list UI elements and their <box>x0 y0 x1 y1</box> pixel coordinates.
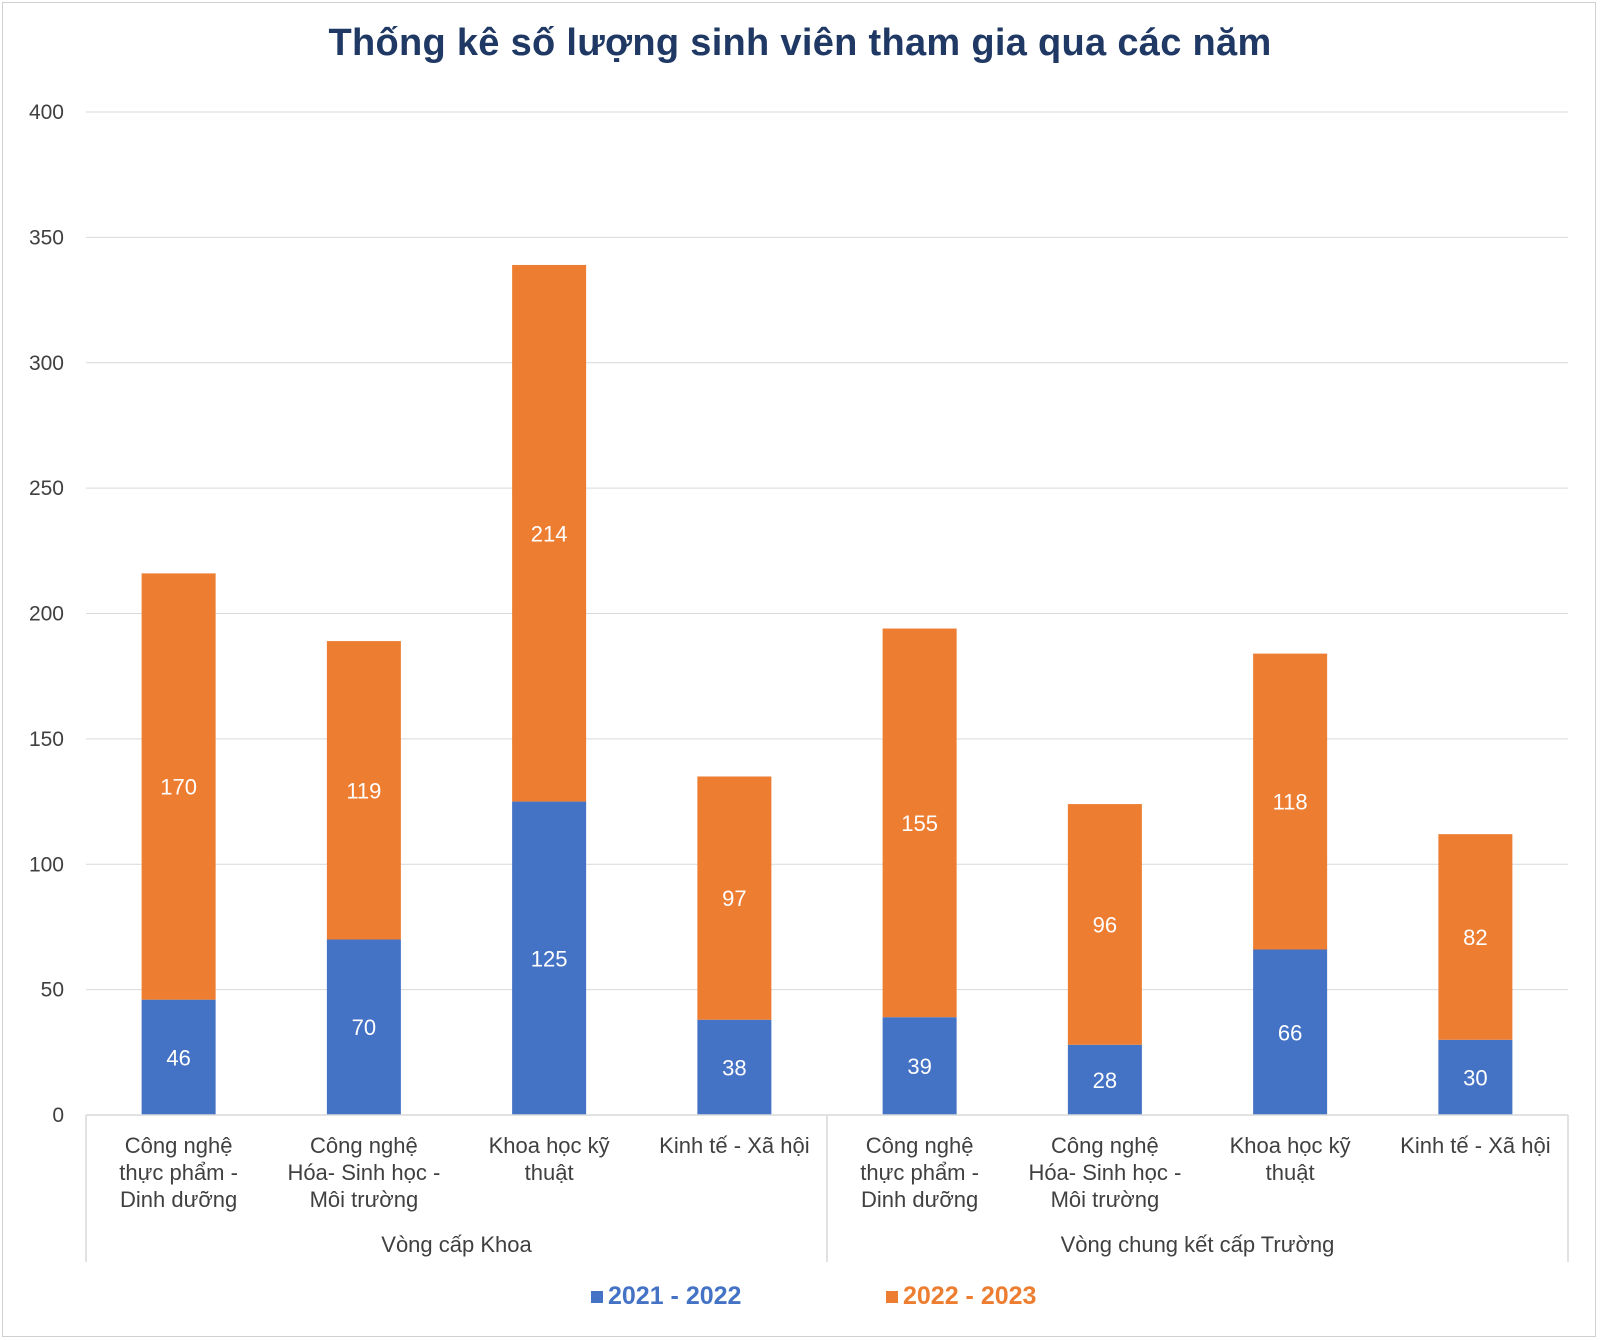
bar-2022-2023 <box>1438 834 1513 1040</box>
x-tick-label: thuật <box>525 1160 574 1185</box>
bar-2021-2022 <box>697 1019 772 1115</box>
data-label: 155 <box>901 811 938 836</box>
legend-item-2021-2022: 2021 - 2022 <box>591 1282 741 1311</box>
bar-2022-2023 <box>1067 804 1142 1045</box>
bar-2022-2023 <box>326 641 401 940</box>
y-tick-label: 350 <box>29 226 64 249</box>
bar-2022-2023 <box>1253 653 1328 950</box>
data-label: 30 <box>1463 1065 1487 1090</box>
bar-2021-2022 <box>1067 1044 1142 1115</box>
x-tick-label: thuật <box>1266 1160 1315 1185</box>
x-tick-label: Dinh dưỡng <box>120 1187 237 1212</box>
data-label: 214 <box>531 521 568 546</box>
bar-2021-2022 <box>512 801 587 1115</box>
x-tick-label: thực phẩm - <box>860 1160 979 1185</box>
y-tick-label: 200 <box>29 603 64 626</box>
data-label: 82 <box>1463 925 1487 950</box>
data-label: 66 <box>1278 1020 1302 1045</box>
x-tick-label: Công nghệ <box>866 1133 974 1158</box>
x-tick-label: Công nghệ <box>310 1133 418 1158</box>
bar-2021-2022 <box>1253 949 1328 1115</box>
data-label: 119 <box>346 778 381 803</box>
bar-2022-2023 <box>882 628 957 1018</box>
y-tick-label: 300 <box>29 352 64 375</box>
x-group-label: Vòng cấp Khoa <box>381 1232 532 1257</box>
data-label: 70 <box>352 1015 376 1040</box>
data-label: 97 <box>722 886 746 911</box>
x-tick-label: Môi trường <box>1051 1187 1160 1212</box>
bar-2021-2022 <box>326 939 401 1115</box>
bar-2022-2023 <box>141 573 216 1000</box>
bar-2022-2023 <box>697 776 772 1020</box>
legend-item-2022-2023: 2022 - 2023 <box>886 1282 1036 1311</box>
y-tick-label: 150 <box>29 728 64 751</box>
bar-2021-2022 <box>141 999 216 1115</box>
bar-2021-2022 <box>882 1017 957 1115</box>
legend: 2021 - 2022 2022 - 2023 <box>0 1282 1600 1316</box>
legend-swatch-icon <box>591 1290 603 1303</box>
data-label: 118 <box>1273 790 1308 815</box>
data-label: 28 <box>1093 1068 1117 1093</box>
bar-2021-2022 <box>1438 1039 1513 1115</box>
x-group-label: Vòng chung kết cấp Trường <box>1061 1232 1335 1257</box>
data-label: 46 <box>166 1045 190 1070</box>
x-tick-label: Kinh tế - Xã hội <box>659 1133 809 1158</box>
y-tick-label: 100 <box>29 853 64 876</box>
x-tick-label: thực phẩm - <box>119 1160 238 1185</box>
data-label: 96 <box>1093 912 1117 937</box>
x-tick-label: Môi trường <box>310 1187 419 1212</box>
x-tick-label: Khoa học kỹ <box>489 1133 610 1158</box>
data-label: 38 <box>722 1055 746 1080</box>
data-label: 39 <box>907 1054 931 1079</box>
x-tick-label: Công nghệ <box>1051 1133 1159 1158</box>
legend-label: 2021 - 2022 <box>608 1282 742 1310</box>
data-label: 125 <box>531 946 568 971</box>
data-label: 170 <box>160 775 197 800</box>
y-tick-label: 250 <box>29 477 64 500</box>
legend-swatch-icon <box>886 1290 898 1303</box>
x-tick-label: Khoa học kỹ <box>1230 1133 1351 1158</box>
y-tick-label: 400 <box>29 101 64 124</box>
legend-label: 2022 - 2023 <box>903 1282 1037 1310</box>
y-tick-label: 50 <box>41 979 64 1002</box>
x-tick-label: Hóa- Sinh học - <box>1028 1160 1181 1185</box>
x-tick-label: Dinh dưỡng <box>861 1187 978 1212</box>
x-tick-label: Công nghệ <box>125 1133 233 1158</box>
chart-title: Thống kê số lượng sinh viên tham gia qua… <box>328 22 1272 64</box>
x-tick-label: Hóa- Sinh học - <box>287 1160 440 1185</box>
bar-2022-2023 <box>512 264 587 802</box>
y-tick-label: 0 <box>52 1104 64 1127</box>
x-tick-label: Kinh tế - Xã hội <box>1400 1133 1550 1158</box>
